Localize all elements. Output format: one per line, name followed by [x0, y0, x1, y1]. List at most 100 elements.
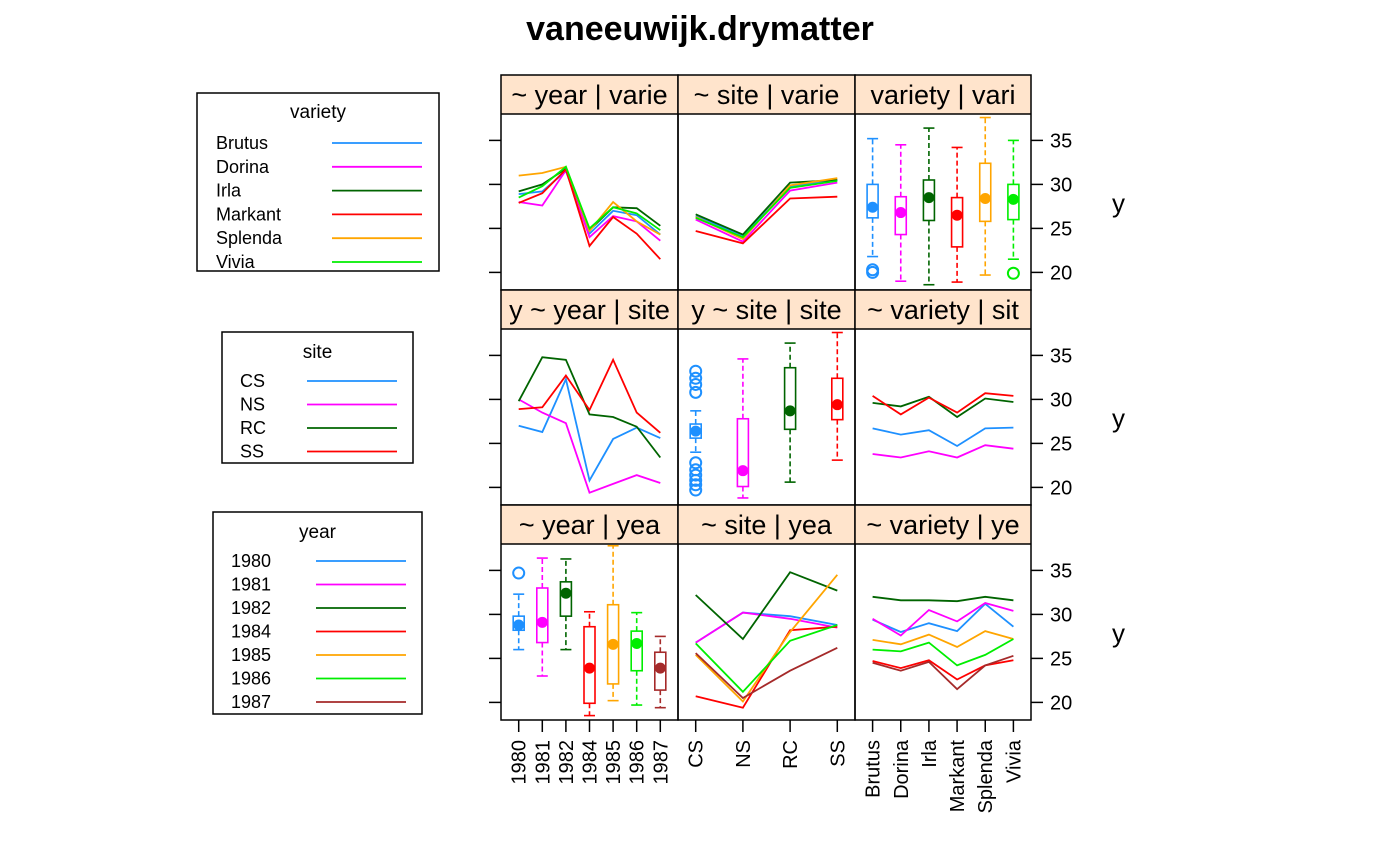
panel-site_by_year: y ~ year | site	[500, 289, 679, 506]
box-iqr	[783, 366, 797, 431]
outlier-point	[512, 566, 526, 580]
series-line-RC	[872, 395, 1014, 419]
series-line-1981	[695, 611, 838, 644]
box-Dorina	[894, 144, 908, 283]
panel-site_box: y ~ site | site	[677, 289, 856, 506]
series-line-1987	[872, 654, 1014, 691]
strip-background	[855, 505, 1031, 544]
strip-background	[501, 290, 678, 329]
y-tick-label: 30	[1050, 604, 1072, 626]
y-tick-label: 35	[1050, 130, 1072, 152]
x-tick-label: 1987	[650, 740, 672, 785]
y-tick-label: 25	[1050, 433, 1072, 455]
outlier-point	[689, 385, 703, 399]
x-tick-label: Irla	[919, 739, 941, 768]
legend-entry-label: 1981	[231, 575, 271, 595]
x-axis-variety: Brutus Dorina Irla Markant Splenda Vivia	[863, 720, 1025, 813]
box-1984	[583, 610, 596, 717]
x-tick-label: Brutus	[863, 740, 885, 798]
chart-title: vaneeuwijk.drymatter	[526, 10, 874, 48]
legend-title: variety	[290, 102, 346, 123]
x-tick-label: 1985	[603, 740, 625, 785]
series-line-CS	[872, 426, 1014, 448]
outlier-point	[1006, 266, 1020, 280]
box-median-dot	[784, 405, 796, 417]
strip-label: ~ site | varie	[694, 80, 840, 110]
legend-entry-label: CS	[240, 371, 265, 391]
box-iqr	[866, 183, 879, 219]
y-tick-label: 20	[1050, 477, 1072, 499]
panel-variety_box: variety | vari	[854, 74, 1032, 291]
outlier-point	[689, 468, 703, 482]
series-line-Vivia	[518, 165, 661, 231]
box-1986	[630, 611, 644, 706]
series-line-1985	[695, 574, 838, 703]
y-tick-label: 20	[1050, 262, 1072, 284]
legend-title: site	[303, 342, 333, 363]
x-tick-label: Vivia	[1003, 739, 1025, 783]
box-iqr	[950, 196, 964, 248]
legend-entry-label: 1985	[231, 645, 271, 665]
box-Brutus	[866, 137, 880, 279]
legend-entry-label: 1980	[231, 551, 271, 571]
box-median-dot	[690, 425, 702, 437]
outlier-point	[689, 371, 703, 385]
series-line-1982	[872, 595, 1014, 603]
x-tick-label: Dorina	[891, 739, 913, 799]
legend-box	[221, 331, 414, 464]
legend-entry-label: Dorina	[216, 157, 270, 177]
box-median-dot	[831, 399, 843, 411]
box-median-dot	[979, 192, 991, 204]
panel-marks	[689, 331, 844, 499]
series-line-Dorina	[695, 181, 838, 243]
box-1980	[512, 566, 526, 651]
box-iqr	[1007, 183, 1020, 221]
strip-label: y ~ site | site	[691, 295, 841, 325]
panel-marks	[695, 177, 838, 245]
box-median-dot	[867, 201, 879, 213]
y-tick-label: 35	[1050, 345, 1072, 367]
box-CS	[689, 364, 703, 497]
panel-marks	[872, 392, 1014, 459]
box-median-dot	[513, 619, 525, 631]
y-axis-row-1: 20 25 30 35 y	[489, 345, 1125, 499]
y-axis-label: y	[1112, 403, 1125, 433]
legend-entry-label: 1984	[231, 622, 271, 642]
panel-year_by_variety: ~ variety | ye	[854, 504, 1032, 721]
box-median-dot	[1007, 193, 1019, 205]
legend-box	[196, 92, 440, 272]
x-tick-label: 1984	[580, 740, 602, 785]
box-RC	[783, 342, 797, 483]
box-iqr	[830, 377, 844, 421]
strip-background	[678, 505, 855, 544]
box-iqr	[736, 417, 750, 488]
box-median-dot	[737, 465, 749, 477]
x-tick-label: Splenda	[975, 739, 997, 813]
box-1981	[535, 557, 549, 677]
box-iqr	[535, 587, 549, 644]
series-line-RC	[517, 356, 662, 459]
x-tick-label: 1986	[627, 740, 649, 785]
panel-marks	[517, 356, 662, 494]
box-1982	[559, 558, 573, 651]
x-tick-label: RC	[780, 740, 802, 769]
x-axis-site: CS NS RC SS	[686, 720, 849, 769]
legend-title: year	[299, 522, 337, 543]
legend-entry-label: RC	[240, 418, 266, 438]
panel-marks	[695, 571, 838, 709]
legend-entry-label: Markant	[216, 204, 281, 224]
strip-label: ~ variety | sit	[867, 295, 1019, 325]
box-median-dot	[560, 587, 572, 599]
legend-entry-label: Splenda	[216, 228, 283, 248]
outlier-point	[689, 483, 703, 497]
box-median-dot	[584, 662, 595, 674]
box-SS	[830, 331, 844, 461]
legend-year: year 1980 1981 1982 1984 1985 1986 1987	[212, 511, 423, 715]
panel-marks	[866, 116, 1020, 286]
box-Markant	[950, 146, 964, 283]
y-axis-label: y	[1112, 618, 1125, 648]
legend-box	[212, 511, 423, 715]
x-tick-label: 1981	[532, 740, 554, 785]
strip-background	[501, 75, 678, 114]
